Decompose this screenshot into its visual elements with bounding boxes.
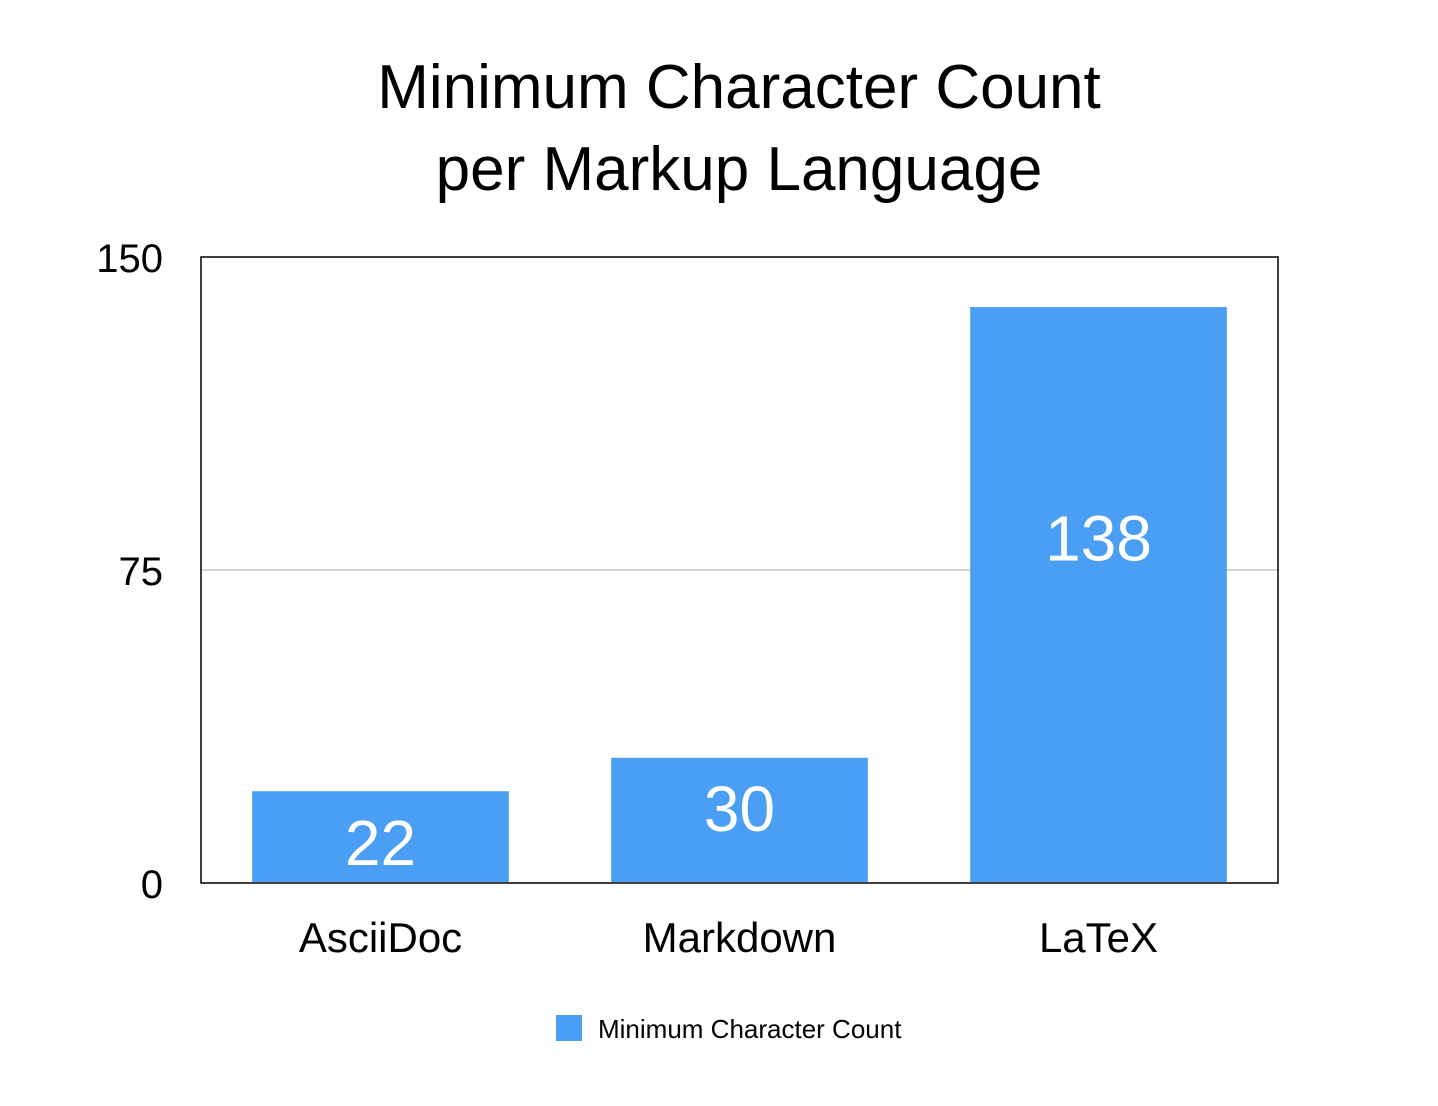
legend-label: Minimum Character Count (598, 1014, 902, 1044)
data-label-asciidoc: 22 (345, 807, 416, 879)
bars (252, 307, 1227, 883)
x-tick-label-latex: LaTeX (1039, 914, 1158, 961)
x-tick-label-asciidoc: AsciiDoc (299, 914, 462, 961)
legend-swatch (556, 1015, 582, 1041)
x-axis-labels: AsciiDoc Markdown LaTeX (299, 914, 1158, 961)
chart-title: Minimum Character Count per Markup Langu… (377, 53, 1101, 204)
chart-title-line-2: per Markup Language (436, 135, 1043, 204)
x-tick-label-markdown: Markdown (643, 914, 837, 961)
data-label-markdown: 30 (704, 773, 775, 845)
plot-frame (200, 256, 1279, 884)
bar-asciidoc (252, 791, 509, 882)
chart-title-line-1: Minimum Character Count (377, 53, 1101, 122)
data-label-latex: 138 (1045, 502, 1152, 574)
y-tick-label-2: 150 (96, 237, 163, 281)
legend: Minimum Character Count (556, 1014, 902, 1044)
bar-markdown (611, 757, 868, 882)
y-tick-label-0: 0 (141, 863, 163, 907)
data-labels: 22 30 138 (345, 502, 1152, 879)
y-axis-ticks: 0 75 150 (96, 237, 163, 907)
bar-latex (970, 307, 1227, 883)
y-tick-label-1: 75 (119, 550, 164, 594)
